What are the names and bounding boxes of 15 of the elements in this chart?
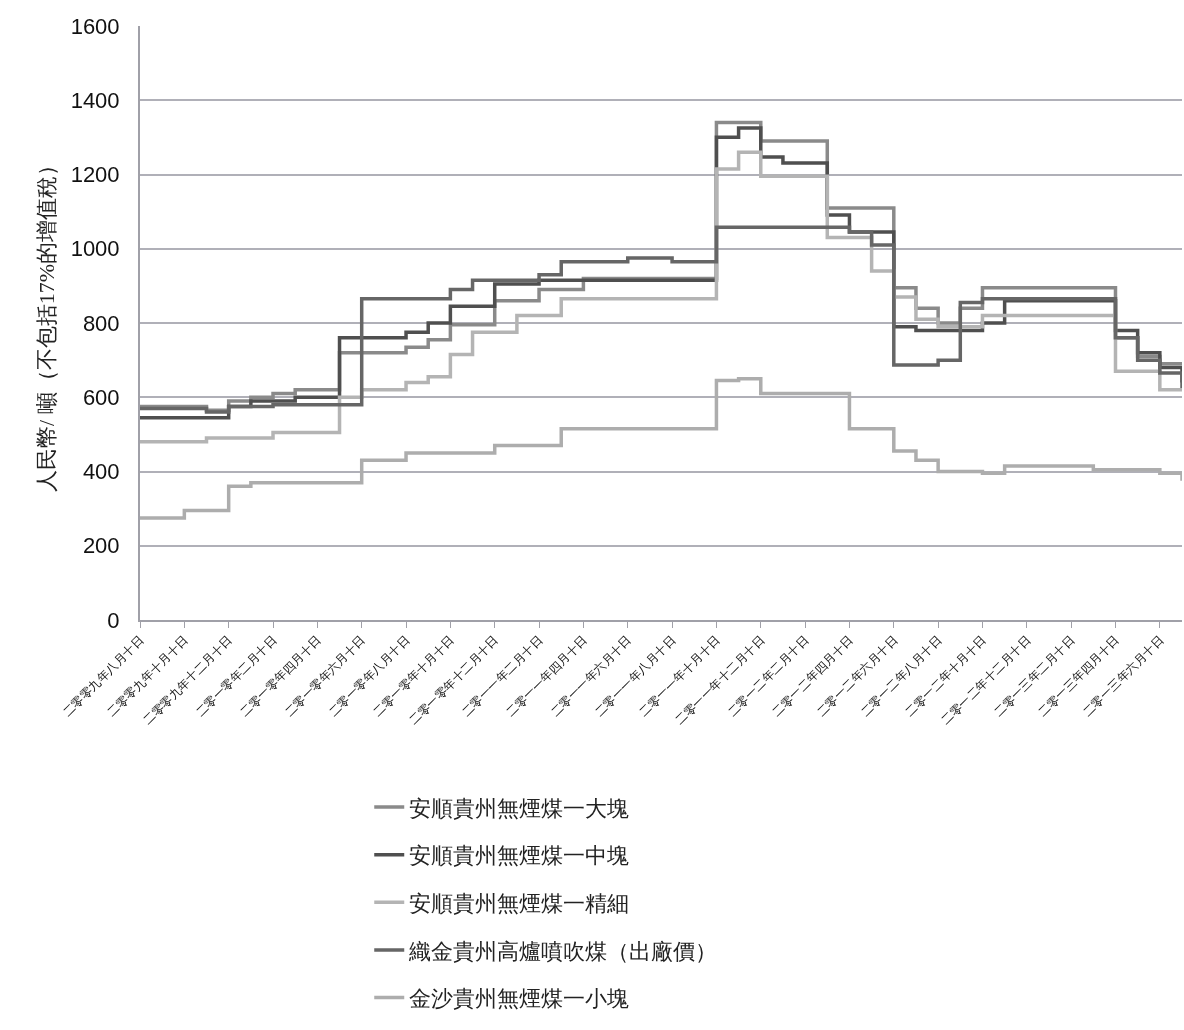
y-tick-label: 0 — [107, 607, 120, 633]
y-tick-label: 600 — [82, 384, 120, 410]
y-tick-label: 400 — [82, 459, 120, 485]
legend-label: 安順貴州無煙煤一精細 — [409, 890, 630, 916]
y-tick-label: 1000 — [70, 236, 120, 262]
legend-label: 織金貴州高爐噴吹煤（出廠價） — [408, 938, 718, 964]
y-tick-label: 200 — [82, 533, 120, 559]
y-tick-label: 1600 — [70, 13, 120, 39]
legend-label: 金沙貴州無煙煤一小塊 — [409, 986, 630, 1012]
legend-label: 安順貴州無煙煤一中塊 — [409, 843, 630, 869]
legend-label: 安順貴州無煙煤一大塊 — [409, 795, 630, 821]
y-axis-title: 人民幣/ 噸（不包括17%的增值稅） — [33, 154, 59, 492]
y-tick-label: 800 — [82, 310, 120, 336]
y-tick-label: 1200 — [70, 162, 120, 188]
y-tick-label: 1400 — [70, 87, 120, 113]
